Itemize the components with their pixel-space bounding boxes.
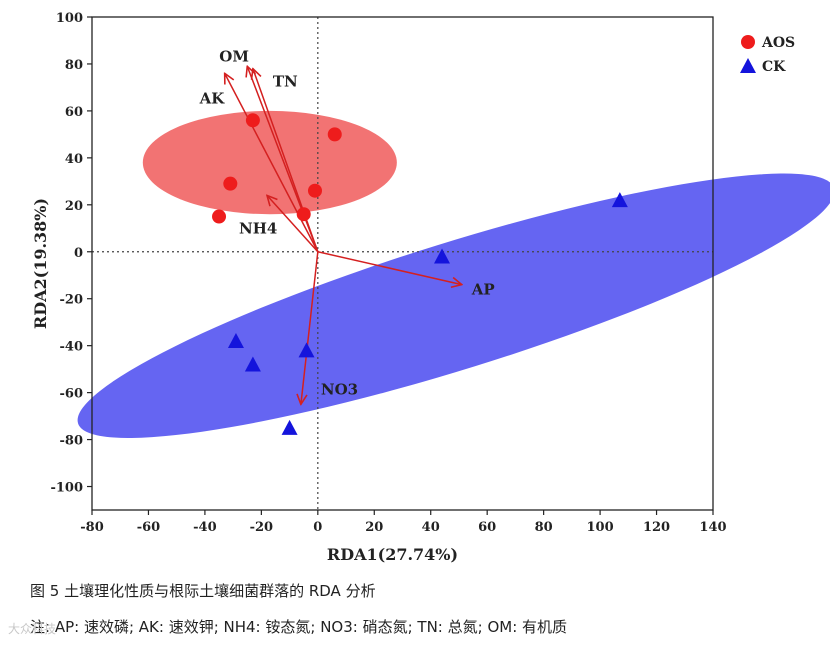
y-tick-label: 60: [65, 105, 83, 120]
x-tick-label: -40: [193, 520, 217, 535]
y-tick-label: 20: [65, 199, 83, 214]
point-ck: [227, 332, 244, 348]
legend-marker-ck: [740, 58, 756, 73]
arrow-nh4: [267, 195, 319, 253]
legend-marker-aos: [741, 35, 755, 49]
y-tick-label: 40: [65, 152, 83, 167]
point-aos: [212, 209, 227, 224]
arrow-ak: [225, 73, 319, 253]
x-tick-label: 140: [699, 520, 726, 535]
y-tick-label: 100: [56, 11, 83, 26]
point-aos: [245, 113, 260, 128]
y-tick-label: -100: [50, 481, 83, 496]
arrow-label-nh4: NH4: [239, 219, 277, 237]
y-tick-label: -80: [60, 434, 84, 449]
point-aos: [327, 127, 342, 142]
arrow-no3: [301, 251, 319, 405]
x-tick-label: 0: [313, 520, 322, 535]
y-axis-title: RDA2(19.38%): [31, 198, 50, 329]
point-ck: [611, 192, 628, 208]
arrow-label-om: OM: [219, 47, 249, 65]
rda-chart: -80 -60 -40 -20 0 20 40 60 80 100 120 140 -100 -80 -60…: [31, 11, 830, 564]
arrow-tn: [253, 69, 319, 253]
point-ck: [434, 248, 451, 264]
point-aos: [296, 207, 311, 222]
x-tick-label: -80: [80, 520, 104, 535]
x-tick-label: 40: [422, 520, 440, 535]
point-ck: [281, 419, 298, 435]
point-aos: [223, 176, 238, 191]
arrow-om: [247, 66, 319, 253]
point-ck: [298, 342, 315, 358]
point-ck: [244, 356, 261, 372]
watermark: 大众科技: [8, 622, 57, 636]
point-aos: [307, 183, 322, 198]
arrow-label-ap: AP: [471, 281, 495, 299]
arrow-label-tn: TN: [273, 73, 298, 91]
x-tick-label: -60: [137, 520, 161, 535]
x-tick-label: 120: [643, 520, 670, 535]
y-tick-label: 80: [65, 58, 83, 73]
figure-note: 注: AP: 速效磷; AK: 速效钾; NH4: 铵态氮; NO3: 硝态氮;…: [30, 618, 568, 636]
y-tick-label: 0: [74, 246, 83, 261]
arrow-label-no3: NO3: [321, 380, 358, 398]
y-tick-label: -40: [60, 340, 84, 355]
legend-label-ck: CK: [762, 59, 786, 75]
ellipse-ck: [77, 173, 830, 438]
plot-frame: [91, 16, 714, 511]
y-tick-label: -20: [60, 293, 84, 308]
arrow-label-ak: AK: [199, 89, 226, 107]
x-axis-title: RDA1(27.74%): [327, 545, 458, 564]
arrow-ap: [317, 251, 462, 285]
x-tick-label: 80: [535, 520, 553, 535]
x-tick-label: -20: [250, 520, 274, 535]
x-tick-label: 20: [365, 520, 383, 535]
legend-label-aos: AOS: [761, 35, 795, 51]
x-tick-label: 100: [587, 520, 614, 535]
x-tick-label: 60: [478, 520, 496, 535]
figure-caption: 图 5 土壤理化性质与根际土壤细菌群落的 RDA 分析: [30, 582, 376, 600]
y-tick-label: -60: [60, 387, 84, 402]
